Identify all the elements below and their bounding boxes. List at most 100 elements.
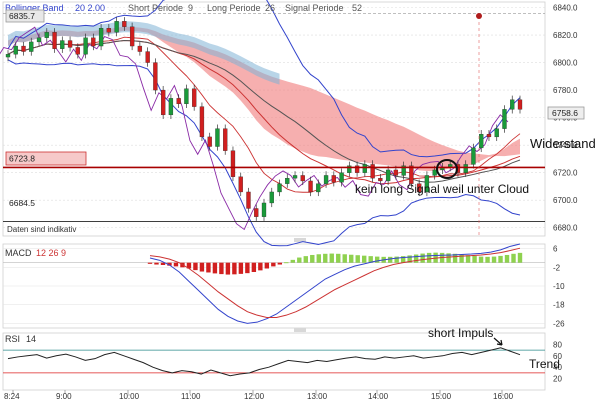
signal-period-label: Signal Periode — [285, 3, 344, 13]
x-tick-label: 16:00 — [493, 392, 514, 400]
last-price-box — [547, 106, 585, 120]
macd-histogram-bar — [498, 255, 503, 263]
macd-histogram-bar — [297, 257, 302, 263]
macd-histogram-bar — [336, 253, 341, 263]
macd-histogram-bar — [173, 262, 179, 267]
candle-body — [292, 175, 298, 179]
bb-params: 20 2.00 — [75, 3, 105, 13]
candle-body — [161, 89, 166, 116]
macd-histogram-bar — [251, 262, 257, 272]
candle-body — [347, 165, 352, 173]
candle-body — [424, 175, 430, 193]
rsi-tick-label: 60 — [553, 352, 562, 361]
info-note: Daten sind indikativ — [7, 225, 76, 234]
candle-body — [331, 175, 336, 183]
x-tick-label: 14:00 — [368, 392, 389, 400]
macd-histogram-bar — [303, 256, 308, 263]
panel-divider-handle — [294, 238, 306, 242]
candle-body — [269, 191, 274, 204]
x-tick-label: 10:00 — [119, 392, 140, 400]
candle-body — [122, 21, 127, 27]
signal-period-value: 52 — [352, 3, 362, 13]
candle-body — [129, 26, 135, 47]
candle-body — [36, 37, 42, 43]
macd-histogram-bar — [238, 262, 244, 274]
last-price-marker: 6758.6 — [552, 108, 578, 118]
price-tick-label: 6680.0 — [553, 224, 578, 233]
ichimoku-cloud — [8, 26, 520, 172]
macd-line — [149, 243, 521, 324]
x-tick-label: 9:00 — [56, 392, 72, 400]
candle-body — [261, 202, 267, 217]
rsi-tick-label: 20 — [553, 375, 562, 384]
candle-body — [370, 164, 375, 179]
macd-histogram-bar — [258, 262, 263, 271]
candle-body — [378, 178, 383, 182]
resistance-price-box — [5, 151, 87, 166]
macd-histogram-bar — [232, 262, 237, 275]
candle-body — [316, 183, 321, 193]
macd-histogram-bar — [219, 262, 224, 275]
candle-body — [254, 208, 259, 217]
macd-histogram-bar — [167, 262, 172, 266]
bb-label: Bollinger Band — [5, 3, 64, 13]
macd-histogram-bar — [290, 259, 296, 263]
resistance-price-marker: 6723.8 — [9, 154, 35, 164]
macd-histogram-bar — [504, 254, 510, 263]
panel-divider-handle — [294, 328, 306, 332]
price-tick-label: 6780.0 — [553, 86, 578, 95]
macd-histogram-bar — [362, 255, 367, 263]
candle-body — [401, 165, 406, 176]
lagging-span-line — [0, 26, 509, 231]
macd-histogram-bar — [400, 256, 406, 263]
candle-body — [517, 99, 523, 110]
candle-body — [246, 191, 251, 209]
macd-tick-label: -26 — [553, 319, 565, 328]
candle-body — [184, 88, 189, 105]
candle-body — [393, 169, 399, 176]
candle-body — [362, 164, 367, 173]
x-tick-label: 11:00 — [181, 392, 201, 400]
candle-body — [277, 183, 282, 193]
macd-histogram-bar — [193, 262, 198, 271]
macd-tick-label: 6 — [553, 245, 558, 254]
macd-histogram-bar — [511, 253, 516, 263]
candle-body — [153, 62, 158, 91]
candle-body — [5, 54, 11, 58]
top-price-box — [5, 9, 45, 23]
long-period-label: Long Periode — [207, 3, 261, 13]
candle-body — [98, 28, 104, 47]
signal-circle — [436, 159, 458, 179]
macd-histogram-bar — [323, 253, 328, 263]
candle-body — [308, 180, 313, 193]
macd-histogram-bar — [160, 262, 166, 265]
candle-body — [114, 21, 119, 33]
macd-histogram-bar — [387, 256, 393, 263]
macd-histogram-bar — [472, 255, 477, 263]
macd-histogram-bar — [349, 254, 354, 263]
short-period-value: 9 — [188, 3, 193, 13]
candle-body — [486, 133, 492, 138]
macd-params: 12 26 9 — [36, 248, 66, 258]
candle-body — [75, 47, 80, 55]
candle-body — [44, 32, 49, 38]
bullish-cloud — [8, 21, 280, 85]
candle-body — [91, 37, 96, 47]
candle-body — [176, 98, 181, 105]
macd-histogram-bar — [394, 256, 399, 263]
macd-histogram-bar — [206, 262, 211, 273]
x-tick-label: 12:00 — [244, 392, 265, 400]
macd-histogram-bar — [407, 255, 412, 263]
candle-body — [339, 172, 344, 183]
impuls-arrow — [493, 337, 503, 346]
candle-body — [21, 45, 26, 52]
candle-body — [52, 32, 57, 49]
candle-body — [137, 45, 143, 52]
candle-body — [192, 88, 197, 107]
price-tick-label: 6820.0 — [553, 31, 578, 40]
macd-histogram-bar — [225, 262, 231, 275]
x-tick-label: 15:00 — [431, 392, 452, 400]
rsi-line — [7, 347, 521, 377]
macd-histogram-bar — [433, 252, 438, 263]
macd-histogram-bar — [310, 254, 315, 263]
